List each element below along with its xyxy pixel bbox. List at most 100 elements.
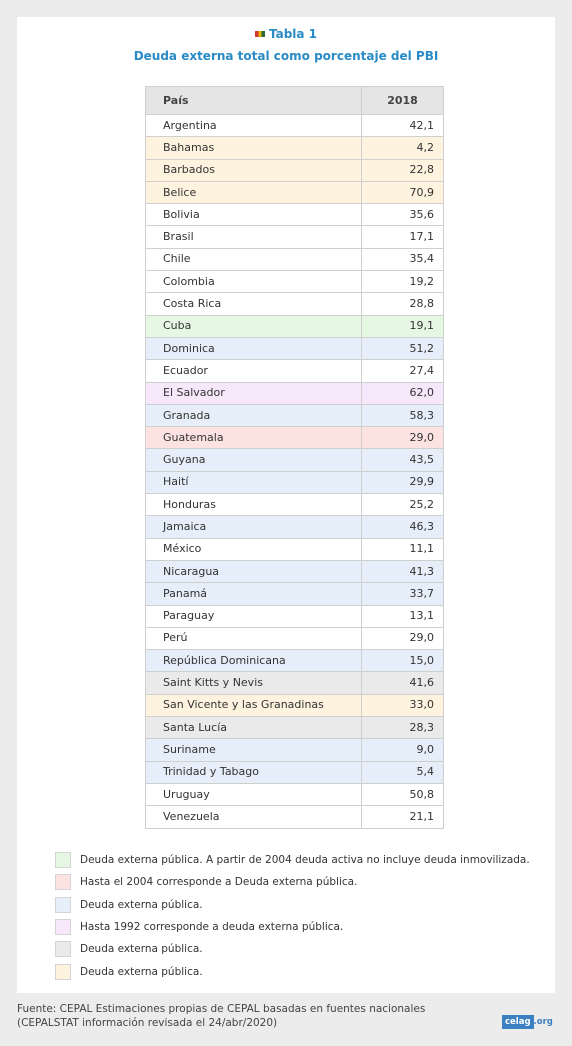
country-cell: Uruguay <box>145 782 362 807</box>
value-cell: 27,4 <box>361 359 444 383</box>
table-row: Venezuela 21,1 <box>145 805 444 829</box>
value-cell: 15,0 <box>361 649 444 673</box>
country-cell: República Dominicana <box>145 649 362 673</box>
country-cell: Ecuador <box>145 359 362 383</box>
legend-item: Deuda externa pública. <box>55 960 545 982</box>
legend-item: Hasta el 2004 corresponde a Deuda extern… <box>55 871 545 893</box>
value-cell: 28,8 <box>361 292 444 316</box>
source-footer: Fuente: CEPAL Estimaciones propias de CE… <box>17 1002 425 1030</box>
table-row: Haití 29,9 <box>145 470 444 495</box>
data-table: País 2018 Argentina 42,1 Bahamas 4,2 Barbado… <box>145 86 444 829</box>
table-row: Paraguay 13,1 <box>145 604 444 628</box>
country-cell: San Vicente y las Granadinas <box>145 693 362 718</box>
country-cell: Barbados <box>145 158 362 182</box>
country-cell: Santa Lucía <box>145 716 362 740</box>
table-row: Barbados 22,8 <box>145 158 444 182</box>
title-text: Tabla 1 <box>268 27 318 41</box>
country-cell: Honduras <box>145 493 362 517</box>
flag-icon <box>254 31 265 37</box>
country-cell: Nicaragua <box>145 559 362 584</box>
value-cell: 35,4 <box>361 247 444 272</box>
value-cell: 46,3 <box>361 515 444 539</box>
country-cell: Bolivia <box>145 203 362 227</box>
table-row: Santa Lucía 28,3 <box>145 716 444 740</box>
country-cell: Venezuela <box>145 805 362 829</box>
table-row: Uruguay 50,8 <box>145 782 444 807</box>
table-row: Chile 35,4 <box>145 247 444 272</box>
table-body: Argentina 42,1 Bahamas 4,2 Barbados 22,8 Belic… <box>145 113 444 829</box>
table-subtitle: Deuda externa total como porcentaje del … <box>133 49 439 63</box>
legend-text: Deuda externa pública. A partir de 2004 … <box>80 854 530 867</box>
country-cell: Granada <box>145 403 362 428</box>
country-cell: Jamaica <box>145 515 362 539</box>
country-cell: Costa Rica <box>145 292 362 316</box>
table-row: Argentina 42,1 <box>145 113 444 138</box>
value-cell: 62,0 <box>361 381 444 405</box>
country-cell: Haití <box>145 470 362 495</box>
value-cell: 42,1 <box>361 113 444 138</box>
value-cell: 19,1 <box>361 314 444 338</box>
header-year: 2018 <box>361 86 444 115</box>
legend-swatch <box>55 963 71 980</box>
logo-right: .org <box>533 1017 553 1027</box>
legend-text: Deuda externa pública. <box>80 898 203 911</box>
value-cell: 29,9 <box>361 470 444 495</box>
country-cell: Dominica <box>145 336 362 361</box>
table-title: Tabla 1 <box>17 26 555 42</box>
table-row: Suriname 9,0 <box>145 738 444 762</box>
value-cell: 9,0 <box>361 738 444 762</box>
value-cell: 29,0 <box>361 426 444 450</box>
table-row: Colombia 19,2 <box>145 270 444 294</box>
legend-item: Deuda externa pública. <box>55 938 545 960</box>
table-row: Brasil 17,1 <box>145 225 444 249</box>
legend-text: Hasta el 2004 corresponde a Deuda extern… <box>80 876 358 889</box>
legend-item: Hasta 1992 corresponde a deuda externa p… <box>55 916 545 938</box>
country-cell: Colombia <box>145 270 362 294</box>
country-cell: Guatemala <box>145 426 362 450</box>
table-row: República Dominicana 15,0 <box>145 649 444 673</box>
table-row: Perú 29,0 <box>145 626 444 651</box>
legend-text: Deuda externa pública. <box>80 943 203 956</box>
value-cell: 33,7 <box>361 582 444 606</box>
country-cell: Paraguay <box>145 604 362 628</box>
table-row: Costa Rica 28,8 <box>145 292 444 316</box>
value-cell: 25,2 <box>361 493 444 517</box>
content-card: Tabla 1 Deuda externa total como porcent… <box>17 17 555 993</box>
value-cell: 5,4 <box>361 760 444 784</box>
value-cell: 70,9 <box>361 180 444 205</box>
table-row: Dominica 51,2 <box>145 336 444 361</box>
source-line-1: Fuente: CEPAL Estimaciones propias de CE… <box>17 1003 426 1015</box>
country-cell: Argentina <box>145 113 362 138</box>
table-row: Granada 58,3 <box>145 403 444 428</box>
value-cell: 51,2 <box>361 336 444 361</box>
value-cell: 29,0 <box>361 626 444 651</box>
legend-swatch <box>55 852 71 869</box>
value-cell: 50,8 <box>361 782 444 807</box>
legend-swatch <box>55 896 71 913</box>
country-cell: Cuba <box>145 314 362 338</box>
country-cell: Brasil <box>145 225 362 249</box>
logo-left: celag <box>502 1015 534 1029</box>
table-row: Cuba 19,1 <box>145 314 444 338</box>
country-cell: Panamá <box>145 582 362 606</box>
country-cell: Bahamas <box>145 136 362 160</box>
table-row: Guyana 43,5 <box>145 448 444 472</box>
source-line-2: (CEPALSTAT información revisada el 24/ab… <box>17 1017 278 1029</box>
celag-logo[interactable]: celag .org <box>502 1015 553 1029</box>
table-row: México 11,1 <box>145 537 444 561</box>
legend-swatch <box>55 874 71 891</box>
table-row: El Salvador 62,0 <box>145 381 444 405</box>
country-cell: Guyana <box>145 448 362 472</box>
value-cell: 13,1 <box>361 604 444 628</box>
table-row: San Vicente y las Granadinas 33,0 <box>145 693 444 718</box>
legend-item: Deuda externa pública. A partir de 2004 … <box>55 849 545 871</box>
value-cell: 21,1 <box>361 805 444 829</box>
country-cell: Saint Kitts y Nevis <box>145 671 362 695</box>
table-row: Jamaica 46,3 <box>145 515 444 539</box>
value-cell: 58,3 <box>361 403 444 428</box>
country-cell: México <box>145 537 362 561</box>
value-cell: 17,1 <box>361 225 444 249</box>
value-cell: 22,8 <box>361 158 444 182</box>
table-row: Honduras 25,2 <box>145 493 444 517</box>
table-row: Nicaragua 41,3 <box>145 559 444 584</box>
